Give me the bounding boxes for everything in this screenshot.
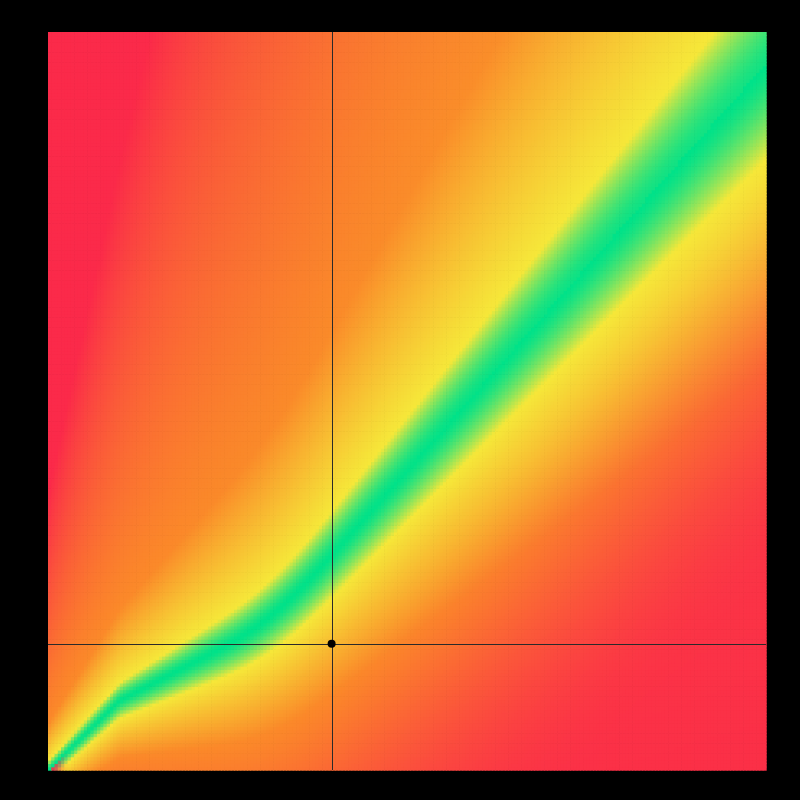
bottleneck-heatmap — [0, 0, 800, 800]
